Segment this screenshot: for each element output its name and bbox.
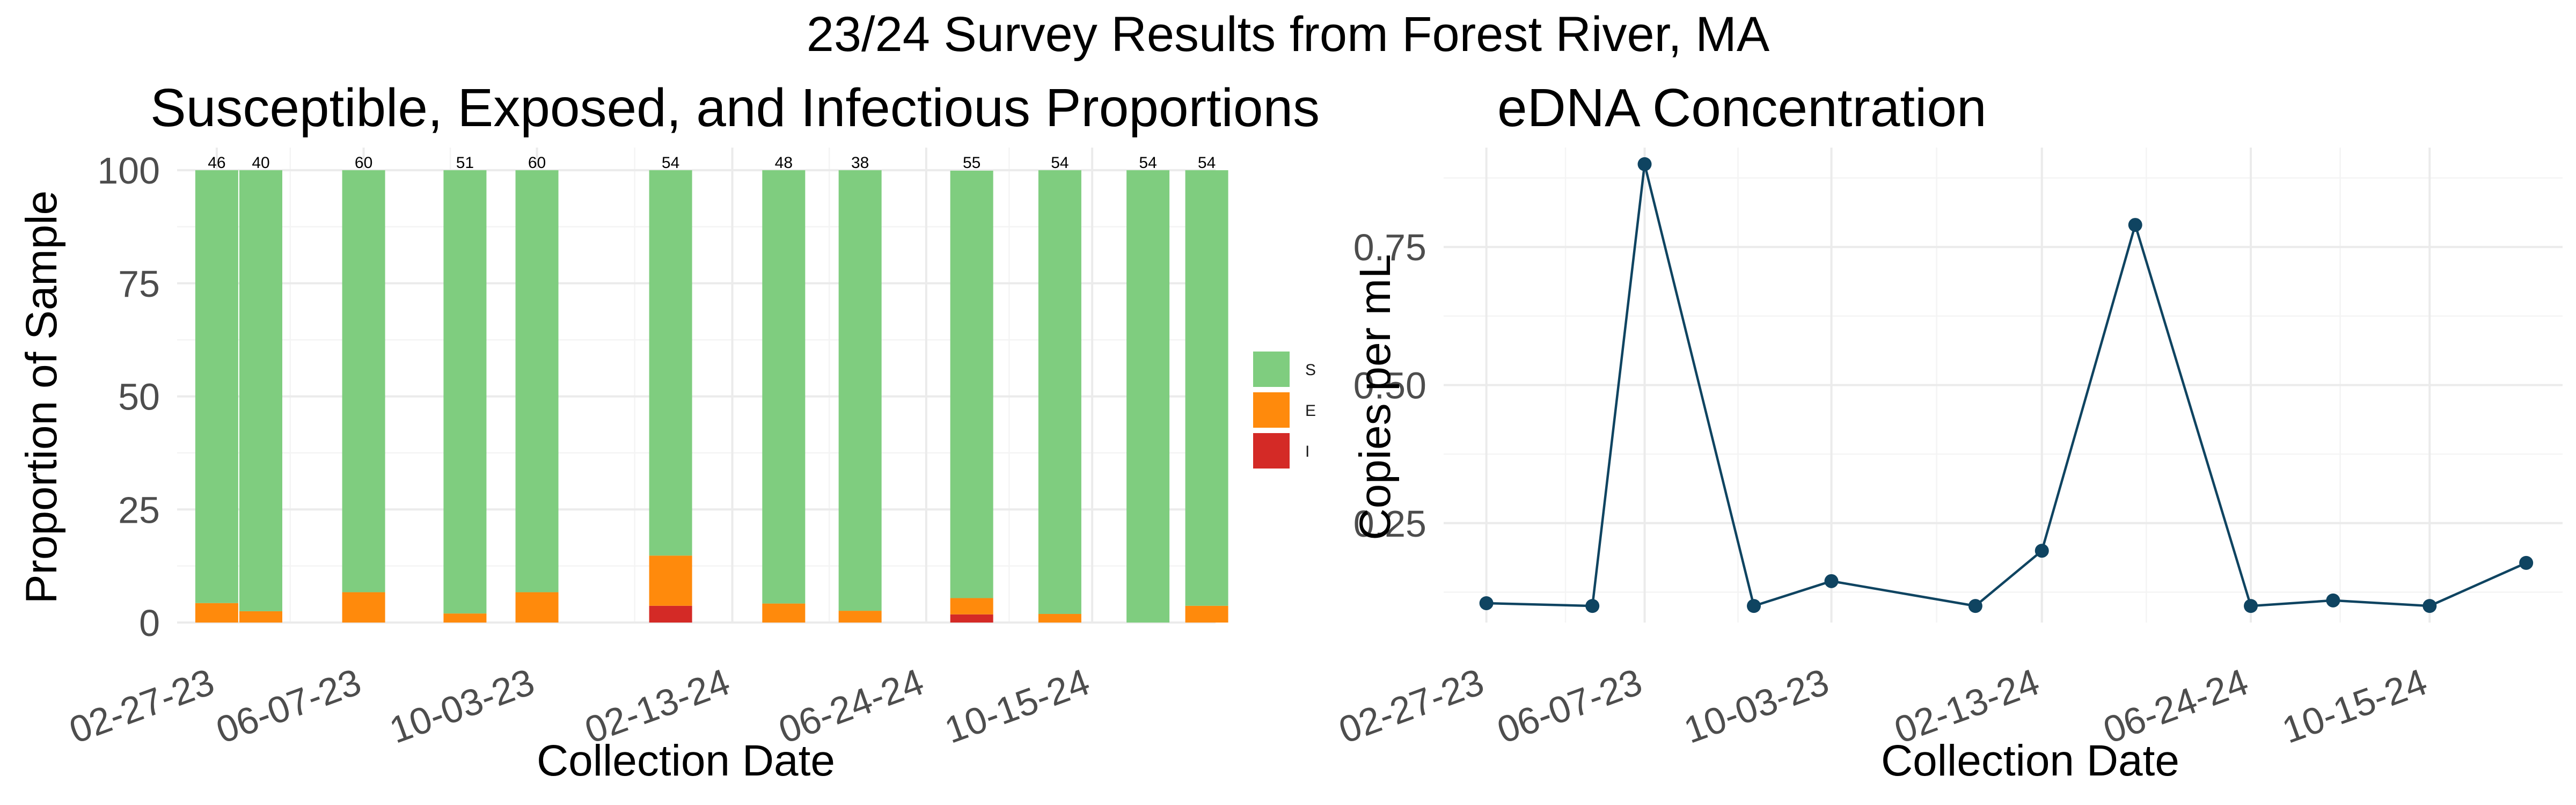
legend-label: I (1305, 443, 1309, 460)
bar-segment-S (195, 170, 238, 603)
edna-point (1747, 599, 1761, 613)
sample-size-label: 51 (456, 154, 474, 172)
sample-size-label: 54 (662, 154, 679, 172)
edna-point (2128, 218, 2142, 232)
edna-panel: eDNA Concentration 0.25 0.50 0.75 02-27-23… (1334, 78, 2563, 785)
bar-segment-S (443, 170, 487, 614)
bar-segment-E (443, 613, 487, 623)
edna-y-tick-labels: 0.25 0.50 0.75 (1353, 226, 1426, 545)
sample-size-label: 55 (963, 154, 980, 172)
edna-series (1479, 157, 2534, 613)
y-tick-label: 0 (139, 602, 160, 644)
sei-bars (195, 170, 1228, 623)
edna-point (1637, 157, 1652, 171)
x-tick-label: 10-03-23 (384, 661, 540, 751)
bar-segment-E (342, 592, 385, 623)
bar-segment-S (515, 170, 559, 592)
x-tick-label: 06-07-23 (1492, 661, 1648, 751)
sample-size-label: 48 (775, 154, 793, 172)
sei-y-tick-labels: 0 25 50 75 100 (97, 150, 160, 644)
y-tick-label: 100 (97, 150, 160, 192)
legend-key-S (1253, 352, 1290, 387)
bar-segment-E (950, 598, 993, 614)
bar-segment-E (195, 603, 238, 623)
bar-segment-E (239, 611, 283, 623)
edna-point (1968, 599, 1982, 613)
sample-size-label: 46 (208, 154, 225, 172)
edna-point (2519, 555, 2534, 570)
bar-segment-S (239, 170, 283, 611)
bar-segment-E (515, 592, 559, 623)
x-tick-label: 02-27-23 (1334, 661, 1489, 751)
edna-grid (1444, 148, 2563, 623)
legend-key-I (1253, 433, 1290, 469)
edna-panel-title: eDNA Concentration (1497, 78, 1987, 138)
y-tick-label: 50 (118, 376, 160, 418)
edna-x-axis-label: Collection Date (1881, 736, 2179, 785)
bar-segment-E (762, 603, 806, 623)
x-tick-label: 02-27-23 (64, 661, 219, 751)
edna-point (2326, 593, 2340, 608)
y-tick-label: 0.75 (1353, 226, 1426, 268)
edna-point (1824, 574, 1839, 588)
sei-x-axis-label: Collection Date (537, 736, 835, 785)
y-tick-label: 25 (118, 489, 160, 531)
bar-segment-I (950, 614, 993, 623)
bar-segment-S (1185, 170, 1228, 606)
bar-segment-S (950, 170, 993, 598)
sample-size-label: 54 (1139, 154, 1157, 172)
x-tick-label: 06-07-23 (211, 661, 367, 751)
edna-line (1486, 164, 2527, 608)
edna-point (1479, 596, 1494, 610)
bar-segment-E (649, 555, 692, 606)
sei-legend: S E I (1253, 352, 1316, 469)
sample-size-label: 54 (1051, 154, 1069, 172)
legend-key-E (1253, 392, 1290, 428)
x-tick-label: 10-15-24 (2277, 661, 2432, 751)
bar-segment-I (649, 605, 692, 623)
figure-title: 23/24 Survey Results from Forest River, … (807, 7, 1770, 62)
edna-point (1585, 599, 1600, 613)
y-tick-label: 75 (118, 263, 160, 305)
edna-point (2035, 544, 2049, 558)
sei-proportions-panel: Susceptible, Exposed, and Infectious Pro… (17, 78, 1320, 785)
bar-segment-S (762, 170, 806, 604)
bar-segment-S (1038, 170, 1081, 614)
edna-point (2244, 599, 2258, 613)
sample-size-label: 60 (355, 154, 372, 172)
y-tick-label: 0.25 (1353, 503, 1426, 545)
bar-segment-S (838, 170, 882, 611)
bar-segment-E (838, 611, 882, 623)
legend-label: S (1305, 361, 1316, 379)
bar-segment-S (649, 170, 692, 556)
bar-segment-E (1038, 613, 1081, 623)
sample-size-label: 40 (252, 154, 269, 172)
sample-size-label: 54 (1198, 154, 1216, 172)
legend-label: E (1305, 402, 1316, 420)
bar-segment-E (1185, 605, 1228, 623)
sei-panel-title: Susceptible, Exposed, and Infectious Pro… (150, 78, 1320, 138)
sample-size-label: 38 (851, 154, 869, 172)
x-tick-label: 10-03-23 (1679, 661, 1834, 751)
sei-y-axis-label: Proportion of Sample (17, 191, 66, 604)
edna-point (2423, 599, 2437, 613)
sample-size-labels: 46 40 60 51 60 54 48 38 55 54 54 54 (208, 154, 1216, 172)
edna-y-axis-label: Copies per mL (1351, 254, 1400, 540)
bar-segment-S (342, 170, 385, 592)
y-tick-label: 0.50 (1353, 365, 1426, 407)
x-tick-label: 10-15-24 (939, 661, 1095, 751)
bar-segment-S (1126, 170, 1170, 623)
sample-size-label: 60 (528, 154, 546, 172)
